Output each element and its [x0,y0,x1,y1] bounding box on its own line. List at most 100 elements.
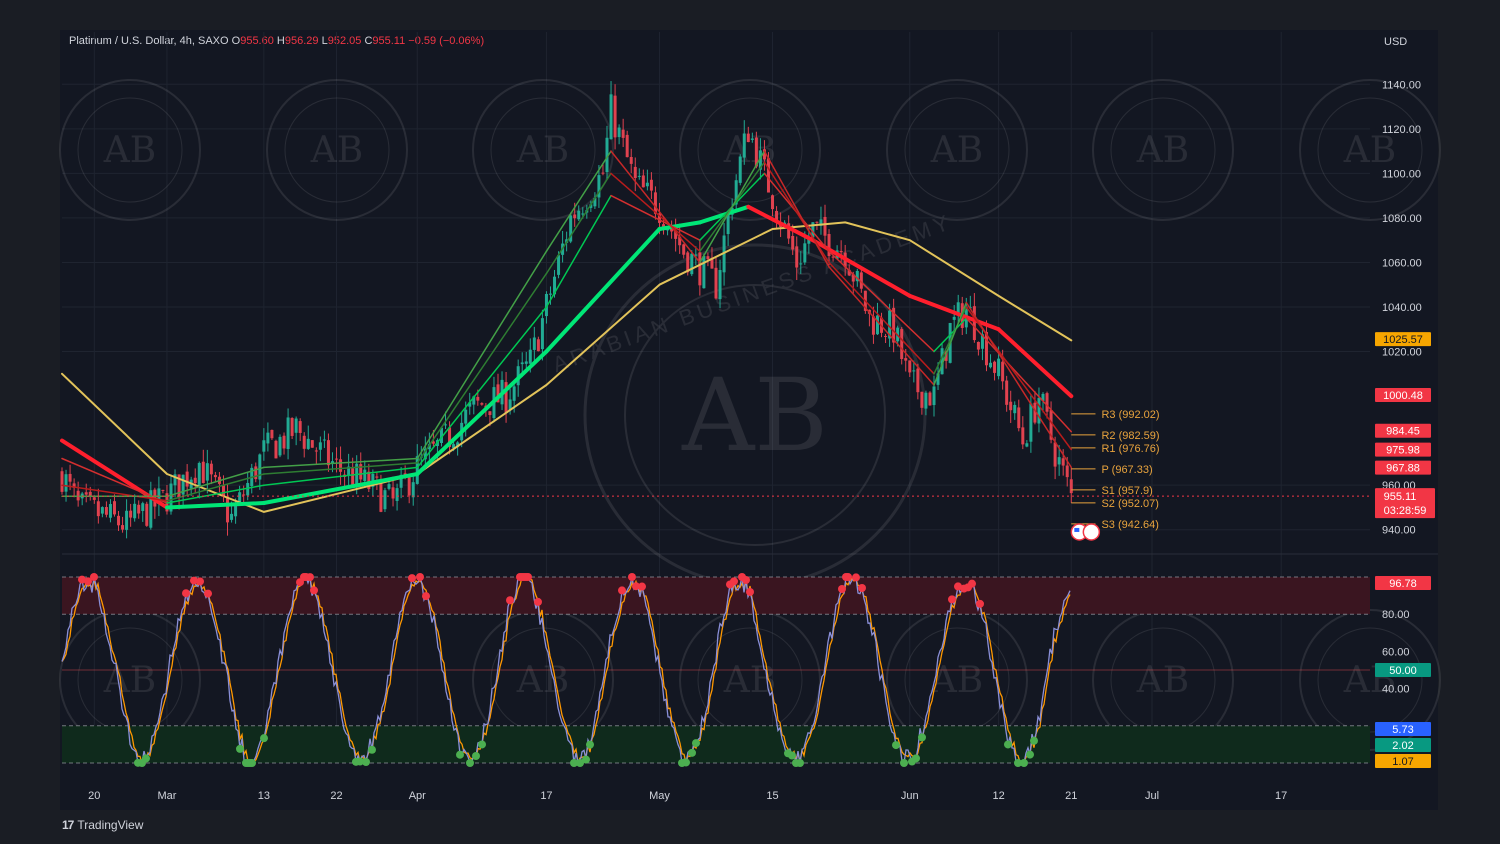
oversold-dot[interactable] [368,745,376,754]
candle[interactable] [601,172,605,174]
candle[interactable] [553,276,557,295]
candle[interactable] [758,150,762,170]
candle[interactable] [242,494,246,496]
candle[interactable] [633,166,637,179]
overbought-dot[interactable] [204,589,212,598]
overbought-dot[interactable] [838,585,846,594]
candle[interactable] [811,222,815,238]
overbought-dot[interactable] [742,576,750,585]
us-flag-icon[interactable] [1070,523,1101,541]
candle[interactable] [908,360,912,373]
candle[interactable] [359,464,363,480]
overbought-dot[interactable] [182,589,190,598]
candle[interactable] [528,349,532,364]
oversold-dot[interactable] [142,754,150,763]
candle[interactable] [698,252,702,286]
candle[interactable] [330,461,334,464]
candle[interactable] [916,368,920,393]
candle[interactable] [524,361,528,364]
ema-line[interactable] [263,462,419,475]
candle[interactable] [548,293,552,295]
candle[interactable] [504,382,508,413]
candle[interactable] [415,456,419,484]
candle[interactable] [706,256,710,260]
candle[interactable] [322,439,326,441]
candle[interactable] [1021,427,1025,445]
candle[interactable] [1029,403,1033,442]
candle[interactable] [1061,458,1065,466]
candle[interactable] [787,223,791,239]
candle[interactable] [367,471,371,489]
candle[interactable] [557,255,561,275]
candle[interactable] [532,337,536,350]
candle[interactable] [617,127,621,138]
overbought-dot[interactable] [306,573,314,582]
candle[interactable] [92,497,96,500]
overbought-dot[interactable] [730,577,738,586]
ema-line[interactable] [166,484,265,504]
candle[interactable] [254,466,258,480]
candle[interactable] [976,341,980,350]
ema-line[interactable] [166,466,265,498]
overbought-dot[interactable] [310,586,318,595]
candle[interactable] [177,474,181,498]
candle[interactable] [68,473,72,482]
ema-line[interactable] [261,472,420,505]
candle[interactable] [871,316,875,335]
candle[interactable] [875,315,879,335]
candle[interactable] [476,396,480,401]
candle[interactable] [290,418,294,436]
overbought-dot[interactable] [90,573,98,581]
candle[interactable] [980,334,984,349]
candle[interactable] [326,440,330,466]
candle[interactable] [581,213,585,215]
candle[interactable] [609,94,613,140]
candle[interactable] [750,138,754,140]
candle[interactable] [197,462,201,487]
candle[interactable] [738,156,742,183]
overbought-dot[interactable] [524,573,532,581]
oversold-dot[interactable] [1030,736,1038,745]
ema-line[interactable] [657,220,702,231]
candle[interactable] [145,503,149,526]
candle[interactable] [589,204,593,208]
ema-line[interactable] [61,484,168,502]
candle[interactable] [597,175,601,198]
candle[interactable] [754,137,758,167]
overbought-dot[interactable] [968,579,976,588]
ema-line[interactable] [263,466,419,486]
oversold-dot[interactable] [576,759,584,767]
candle[interactable] [1065,465,1069,478]
candle[interactable] [407,477,411,496]
oversold-dot[interactable] [688,748,696,757]
candle[interactable] [932,386,936,406]
candle[interactable] [278,436,282,456]
candle[interactable] [645,182,649,187]
candle[interactable] [766,158,770,193]
candle[interactable] [803,243,807,263]
ema-line[interactable] [545,194,612,308]
ema-line[interactable] [263,457,419,469]
candle[interactable] [112,501,116,515]
candle[interactable] [448,427,452,447]
candle[interactable] [452,444,456,449]
candle[interactable] [512,386,516,401]
ema-line[interactable] [545,150,612,253]
oversold-dot[interactable] [796,759,804,767]
ema-line[interactable] [746,204,815,243]
candle[interactable] [734,180,738,205]
candle[interactable] [621,129,625,138]
candle[interactable] [347,466,351,476]
ema-line[interactable] [544,227,662,354]
candle[interactable] [657,213,661,223]
oversold-dot[interactable] [356,757,364,766]
ema-line[interactable] [699,150,766,264]
oversold-dot[interactable] [918,733,926,742]
candle[interactable] [391,487,395,499]
candle[interactable] [956,302,960,316]
candle[interactable] [827,233,831,257]
candle[interactable] [234,505,238,517]
candle[interactable] [496,384,500,403]
candle[interactable] [674,230,678,239]
oversold-dot[interactable] [1020,759,1028,767]
